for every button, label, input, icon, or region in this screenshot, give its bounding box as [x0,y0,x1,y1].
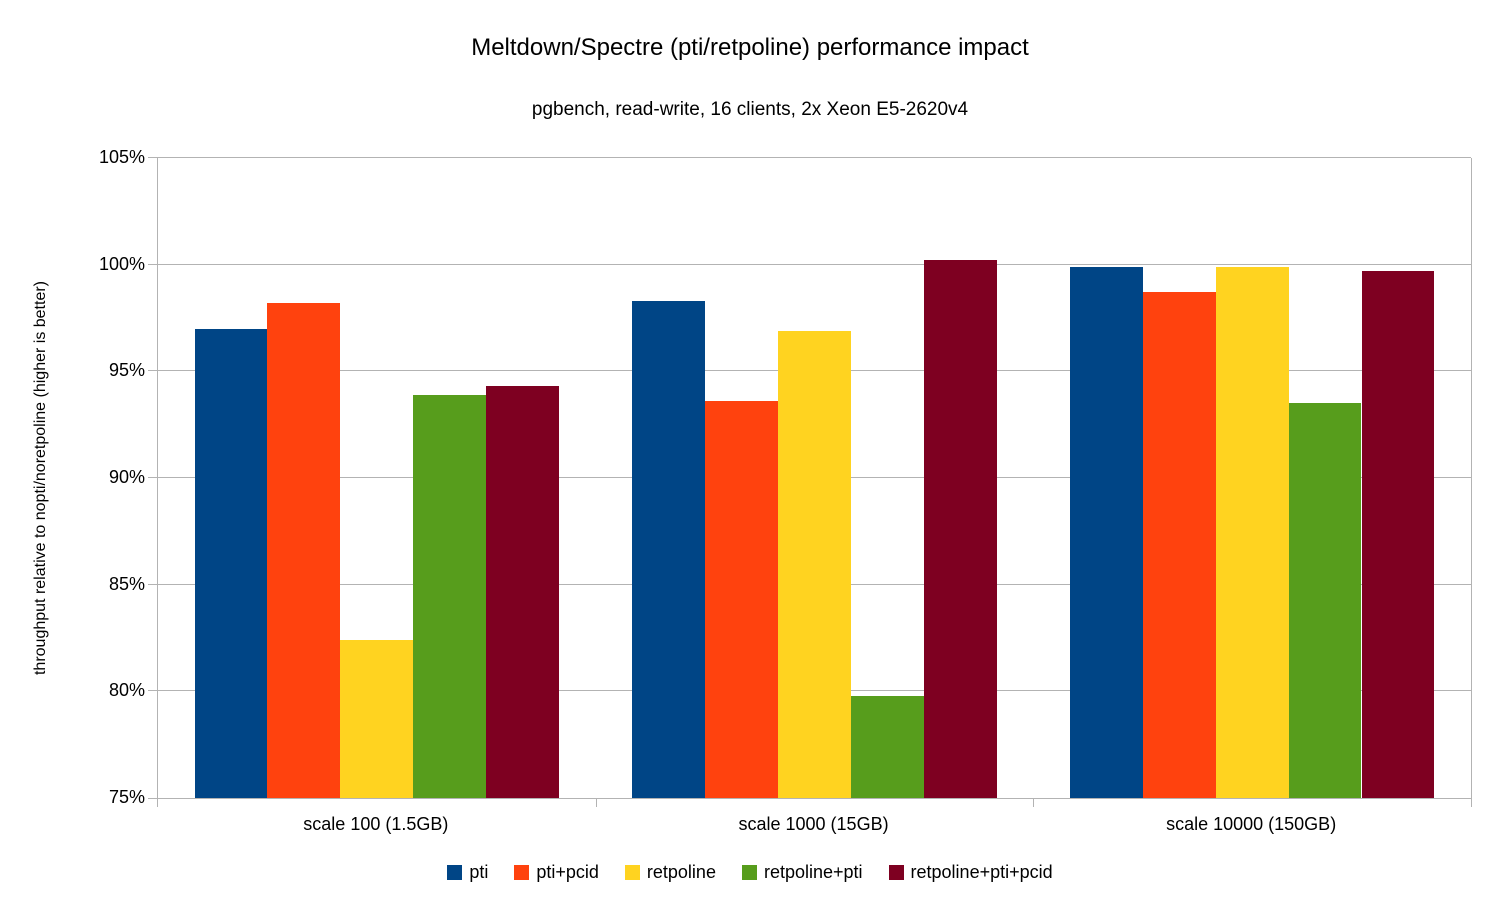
y-tick-label-95pct: 95% [108,360,145,381]
bar-pti-scale-1000 [632,300,705,798]
legend-swatch-icon [514,864,530,880]
x-axis-tick [1471,799,1472,807]
bar-pti-scale-10000 [1069,266,1143,798]
legend-swatch-icon [447,864,463,880]
bar-pti-scale-100 [194,328,268,798]
y-axis-tick [148,477,158,478]
x-axis-tick [157,799,158,807]
legend-item-pti+pcid: pti+pcid [514,861,599,883]
bar-retpoline+pti+pcid-scale-100 [486,386,560,798]
x-axis-tick [1033,799,1034,807]
plot-area [148,157,1472,807]
chart-title: Meltdown/Spectre (pti/retpoline) perform… [471,34,1029,61]
legend-item-retpoline: retpoline [624,861,716,883]
bar-retpoline-scale-100 [340,640,414,798]
y-tick-label-90pct: 90% [108,467,145,487]
legend-swatch-icon [888,864,904,880]
y-axis-tick [148,157,158,158]
legend-label: retpoline+pti [763,862,863,882]
legend-swatch-icon [624,864,640,880]
bar-retpoline+pti+pcid-scale-10000 [1361,271,1435,798]
legend-label: retpoline [646,862,716,882]
bar-retpoline+pti-scale-10000 [1288,403,1362,798]
y-axis-tick [148,690,158,692]
y-axis-tick [148,370,158,372]
legend-item-retpoline+pti+pcid: retpoline+pti+pcid [888,861,1053,883]
category-label-1: scale 100 (1.5GB) [303,814,449,834]
y-tick-label-105pct: 105% [98,147,145,167]
legend-label: retpoline+pti+pcid [910,862,1053,882]
legend: pti pti+pcid retpoline retpoline+pti retpoli… [0,861,1500,883]
bar-retpoline-scale-10000 [1215,266,1289,798]
bar-retpoline+pti+pcid-scale-1000 [923,260,997,798]
bar-retpoline+pti-scale-1000 [851,695,924,798]
legend-item-retpoline+pti: retpoline+pti [741,861,863,883]
legend-item-pti: pti [447,861,488,883]
y-tick-label-85pct: 85% [108,573,145,594]
y-axis-tick [148,583,158,585]
y-axis-tick [148,263,158,265]
x-axis-tick [596,799,597,807]
bar-pti+pcid-scale-1000 [705,401,778,798]
bar-retpoline-scale-1000 [778,330,851,798]
legend-label: pti [469,862,489,882]
category-label-3: scale 10000 (150GB) [1166,814,1337,834]
gridline-105 [158,157,1471,158]
legend-swatch-icon [741,864,757,880]
y-tick-label-75pct: 75% [108,787,145,807]
bar-pti+pcid-scale-100 [267,303,341,798]
category-label-2: scale 1000 (15GB) [738,814,889,834]
legend-label: pti+pcid [536,862,599,882]
y-tick-label-100pct: 100% [98,253,145,274]
bar-retpoline+pti-scale-100 [413,394,487,798]
y-tick-label-80pct: 80% [108,680,145,701]
gridline-100 [158,263,1471,265]
y-axis-tick [148,798,158,799]
chart-subtitle: pgbench, read-write, 16 clients, 2x Xeon… [531,99,969,120]
bar-pti+pcid-scale-10000 [1142,292,1216,798]
